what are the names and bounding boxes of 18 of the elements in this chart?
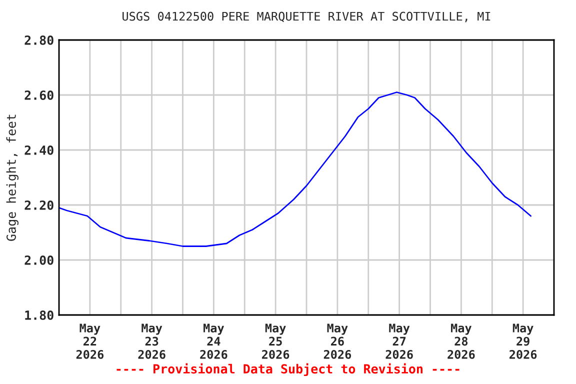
y-tick-label: 2.80 <box>24 35 54 45</box>
x-tick-label: May 26 2026 <box>324 324 352 359</box>
line-series <box>59 92 532 247</box>
x-tick-label: May 23 2026 <box>138 324 166 359</box>
x-tick-label: May 22 2026 <box>76 324 104 359</box>
chart-title: USGS 04122500 PERE MARQUETTE RIVER AT SCOTTVILLE, MI <box>122 12 490 22</box>
y-tick-label: 2.60 <box>24 90 54 100</box>
x-tick-label: May 28 2026 <box>448 324 475 359</box>
y-tick-label: 2.20 <box>24 200 54 210</box>
y-tick-label: 1.80 <box>25 310 54 320</box>
y-tick-label: 2.40 <box>24 145 54 155</box>
x-tick-label: May 27 2026 <box>386 324 413 359</box>
x-tick-label: May 25 2026 <box>262 324 290 359</box>
x-tick-label: May 24 2026 <box>200 324 228 359</box>
y-tick-label: 2.00 <box>24 255 54 265</box>
text: ---- Provisional Data Subject to Revision ---- <box>116 363 460 376</box>
x-tick-label: May 29 2026 <box>510 324 537 359</box>
y-axis-title: Gage height, feet <box>6 114 18 241</box>
